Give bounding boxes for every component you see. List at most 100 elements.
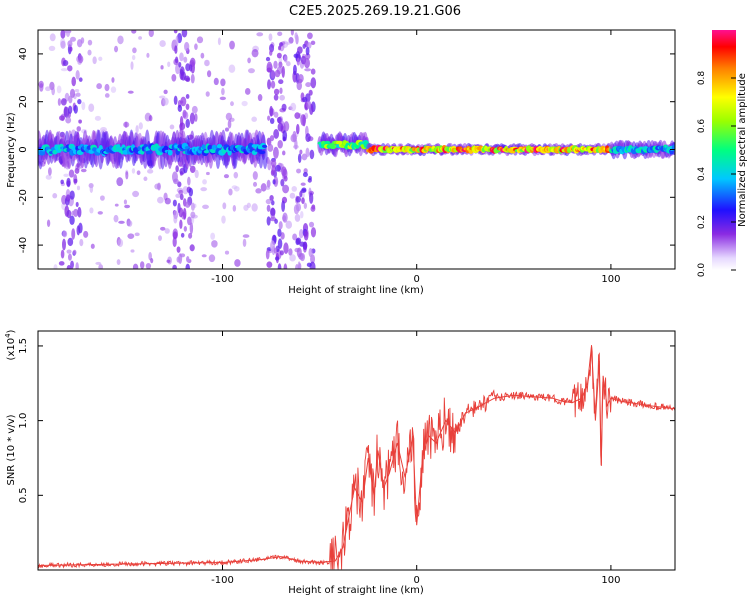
snr-scale-exponent: 4 <box>4 333 12 338</box>
noise-speck <box>290 30 294 36</box>
noise-column-speck <box>67 237 74 247</box>
noise-speck <box>90 243 95 249</box>
noise-column-speck <box>305 82 312 88</box>
noise-column-speck <box>190 73 195 84</box>
noise-speck <box>60 68 68 72</box>
noise-column-speck <box>296 81 302 91</box>
noise-column-speck <box>185 103 190 110</box>
noise-speck <box>221 87 225 96</box>
noise-column-speck <box>185 94 190 99</box>
noise-speck <box>257 94 263 102</box>
noise-column-speck <box>281 200 286 213</box>
noise-column-speck <box>283 263 288 269</box>
noise-column-speck <box>292 233 298 241</box>
noise-column-speck <box>172 264 177 269</box>
noise-speck <box>49 33 56 42</box>
spectrogram-ticks: -100 0 100 -40 -20 0 20 40 <box>18 30 675 285</box>
noise-column-speck <box>277 263 282 269</box>
noise-speck <box>46 219 51 227</box>
noise-column-speck <box>304 53 311 60</box>
band-core <box>167 149 173 156</box>
noise-column-speck <box>297 153 302 164</box>
noise-column-speck <box>178 61 182 68</box>
noise-speck <box>194 43 198 50</box>
band-core <box>324 140 331 145</box>
noise-speck <box>217 37 221 46</box>
noise-column-speck <box>279 250 284 256</box>
noise-column-speck <box>273 88 280 96</box>
noise-speck <box>279 87 283 94</box>
snr-ticks: -100 0 100 0.5 1.0 1.5 <box>18 331 675 586</box>
noise-speck <box>224 250 230 255</box>
noise-speck <box>246 202 251 208</box>
noise-column-speck <box>63 106 70 118</box>
noise-speck <box>127 90 134 94</box>
noise-speck <box>233 171 239 179</box>
noise-speck <box>48 45 56 51</box>
noise-speck <box>127 220 133 227</box>
noise-column-speck <box>60 179 64 185</box>
noise-column-speck <box>269 195 274 201</box>
noise-speck <box>63 173 69 178</box>
noise-column-speck <box>280 232 285 240</box>
noise-column-speck <box>184 41 190 52</box>
noise-column-speck <box>267 79 272 90</box>
band-core <box>261 144 268 149</box>
noise-column-speck <box>273 146 279 159</box>
noise-speck <box>138 36 142 40</box>
noise-column-speck <box>306 100 312 109</box>
noise-speck <box>211 240 218 248</box>
noise-column-speck <box>274 218 278 224</box>
noise-column-speck <box>278 45 282 51</box>
noise-speck <box>279 94 285 101</box>
noise-speck <box>132 47 137 54</box>
noise-column-speck <box>269 105 274 117</box>
noise-speck <box>252 181 258 187</box>
noise-speck <box>285 220 293 229</box>
noise-column-speck <box>292 130 297 143</box>
noise-column-speck <box>189 64 193 72</box>
noise-column-speck <box>302 43 306 49</box>
noise-speck <box>206 171 210 176</box>
noise-speck <box>241 100 248 107</box>
noise-speck <box>160 65 164 70</box>
noise-speck <box>74 88 80 93</box>
noise-column-speck <box>294 112 301 120</box>
noise-column-speck <box>282 130 288 141</box>
noise-speck <box>134 232 140 237</box>
noise-column-speck <box>184 201 191 208</box>
noise-speck <box>154 183 161 190</box>
noise-speck <box>89 184 94 193</box>
noise-column-speck <box>293 53 299 59</box>
noise-speck <box>89 207 94 214</box>
snr-scale-prefix: (x10 <box>6 338 17 361</box>
noise-column-speck <box>188 187 194 197</box>
noise-speck <box>131 30 137 34</box>
noise-column-speck <box>283 175 288 182</box>
noise-column-speck <box>189 165 196 173</box>
noise-column-speck <box>183 56 188 63</box>
noise-speck <box>288 37 294 44</box>
noise-speck <box>98 56 103 62</box>
noise-column-speck <box>72 249 77 255</box>
band-core <box>145 150 153 155</box>
noise-column-speck <box>173 95 178 105</box>
noise-column-speck <box>301 187 307 192</box>
noise-speck <box>273 111 279 118</box>
noise-column-speck <box>299 190 303 198</box>
noise-column-speck <box>183 75 190 82</box>
noise-column-speck <box>175 35 179 48</box>
snr-scale-suffix: ) <box>6 329 17 333</box>
noise-column-speck <box>299 241 305 247</box>
noise-column-speck <box>270 70 275 79</box>
colorbar-tick-label: 0.2 <box>697 215 707 229</box>
noise-column-speck <box>281 103 287 111</box>
x-tick-label: -100 <box>211 575 234 586</box>
noise-column-speck <box>281 166 287 177</box>
noise-column-speck <box>75 70 80 80</box>
noise-speck <box>200 52 205 59</box>
noise-column-speck <box>179 66 185 76</box>
spectrogram-panel: -100 0 100 -40 -20 0 20 40 Height of straight l… <box>6 29 676 296</box>
colorbar-tick-label: 0.0 <box>697 263 707 278</box>
noise-speck <box>265 198 272 205</box>
